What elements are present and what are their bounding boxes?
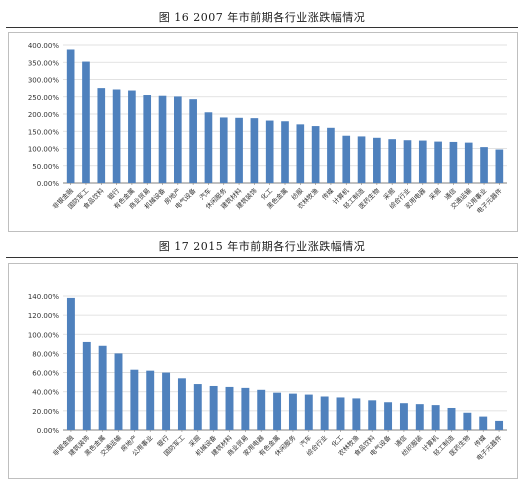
chart-1-bar (281, 121, 289, 183)
chart-1-bar (143, 95, 152, 183)
chart-2-bar (162, 372, 171, 430)
chart-2-ytick-label: 60.00% (32, 370, 59, 378)
chart-2-bar (495, 420, 504, 430)
chart-1-ytick-label: 400.00% (28, 42, 59, 50)
chart-1-ytick-label: 0.00% (37, 180, 60, 188)
chart-1-bar (296, 124, 305, 183)
chart-2-bar (241, 387, 250, 430)
chart-1-bar (418, 140, 427, 183)
chart-1-title-rule (6, 27, 518, 28)
chart-1-bar (434, 141, 442, 183)
chart-2-title: 图 17 2015 年市前期各行业涨跌幅情况 (158, 240, 366, 253)
chart-1-plot: 0.00% 50.00% 100.00% 150.00% 200.00% 250.00% 3… (28, 42, 507, 215)
chart-1-bar (235, 117, 243, 183)
chart-1-bar (495, 149, 504, 183)
chart-2-bar (146, 370, 155, 430)
chart-2-frame: 0.00% 20.00% 40.00% 60.00% 80.00% 100.00% 120.… (8, 263, 518, 479)
chart-2-bar (368, 400, 377, 430)
chart-1-ytick-label: 200.00% (28, 111, 59, 119)
chart-1-bar (373, 137, 381, 183)
chart-2-ytick-label: 40.00% (32, 389, 59, 397)
chart-2-title-rule (6, 257, 518, 258)
chart-1-bar (449, 141, 458, 183)
chart-2-bar (384, 402, 393, 430)
chart-2-bar (336, 397, 345, 430)
chart-1-title: 图 16 2007 年市前期各行业涨跌幅情况 (158, 11, 366, 24)
chart-2-ytick-label: 0.00% (37, 427, 60, 435)
chart-1-bar (112, 89, 121, 183)
chart-1-bar (128, 90, 136, 183)
chart-1-bar (327, 127, 335, 183)
chart-1-bar (480, 147, 488, 183)
chart-2-bar (273, 392, 282, 430)
chart-2-bar (82, 341, 91, 430)
chart-2-bar (304, 394, 313, 430)
chart-1-bar (158, 95, 167, 183)
chart-1-ytick-label: 150.00% (28, 128, 59, 136)
chart-1-bar (66, 49, 75, 183)
chart-1-ytick-label: 100.00% (28, 146, 59, 154)
chart-2-bar (320, 396, 329, 430)
chart-2-bar (177, 378, 186, 430)
chart-2-bar (431, 405, 440, 430)
chart-1-bar (357, 136, 366, 183)
chart-2-bar (288, 393, 297, 430)
chart-1-frame: 0.00% 50.00% 100.00% 150.00% 200.00% 250.00% 3… (8, 32, 518, 232)
chart-2-bar (399, 403, 408, 430)
chart-1-ytick-label: 250.00% (28, 94, 59, 102)
chart-1-ytick-label: 350.00% (28, 59, 59, 67)
chart-1-bar (219, 117, 228, 183)
chart-2-bar (114, 353, 123, 430)
chart-1-bar (189, 99, 197, 183)
chart-2-bar (98, 345, 107, 430)
chart-2-ytick-label: 140.00% (28, 293, 59, 301)
chart-1-bar (265, 120, 274, 183)
chart-2-bar (225, 386, 234, 430)
chart-2-bar (479, 416, 488, 430)
chart-1-bar (403, 140, 412, 183)
chart-2-ytick-label: 100.00% (28, 331, 59, 339)
chart-2-bar (352, 398, 361, 430)
chart-2-bar (193, 384, 202, 430)
chart-1-bar (311, 126, 320, 183)
chart-1-bar (82, 61, 90, 183)
chart-2-ytick-label: 80.00% (32, 350, 59, 358)
chart-1-bar (174, 96, 182, 183)
chart-2-bar (130, 369, 139, 430)
chart-2-bar (415, 404, 424, 430)
chart-2-bar (66, 297, 75, 430)
chart-2-plot: 0.00% 20.00% 40.00% 60.00% 80.00% 100.00% 120.… (28, 293, 507, 462)
chart-2-bar (463, 412, 472, 430)
chart-2-ytick-label: 120.00% (28, 312, 59, 320)
chart-1-bar (342, 135, 351, 183)
chart-1-bar (250, 118, 259, 183)
chart-1-ytick-label: 50.00% (32, 163, 59, 171)
chart-1-ytick-label: 300.00% (28, 77, 59, 85)
chart-2-bar (209, 385, 218, 430)
chart-2-bar (257, 389, 266, 430)
chart-1-bar (388, 139, 396, 183)
chart-1-bar (97, 88, 106, 183)
chart-2-bar (447, 407, 456, 430)
chart-1-category-label: 采掘 (427, 186, 443, 202)
chart-1-bar (204, 112, 213, 183)
chart-2-ytick-label: 20.00% (32, 408, 59, 416)
chart-1-bar (464, 142, 473, 183)
